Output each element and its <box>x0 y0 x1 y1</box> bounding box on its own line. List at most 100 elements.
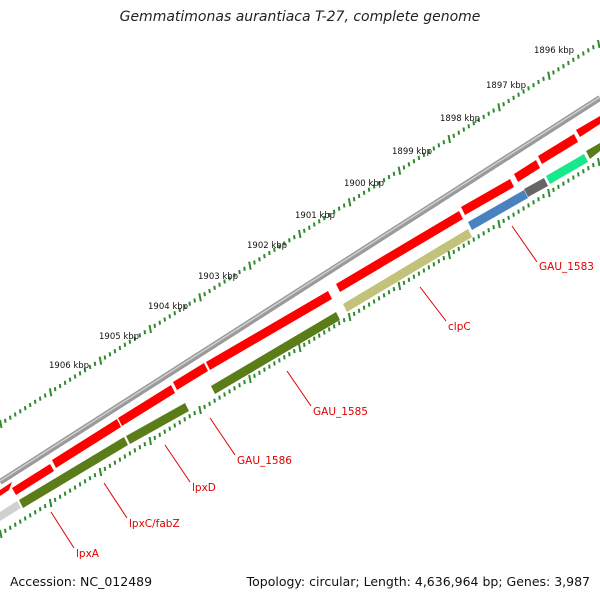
gene-label-lpxD[interactable]: lpxD <box>192 482 216 494</box>
cds-forward-arrow <box>173 363 208 390</box>
inner-ruler-tick <box>38 507 42 512</box>
ruler-tick <box>312 222 316 227</box>
gene-block-dark <box>524 178 548 197</box>
ruler-tick <box>537 79 540 85</box>
inner-ruler-tick <box>0 529 3 539</box>
ruler-tick <box>532 83 535 88</box>
gene-block-olive <box>586 143 600 159</box>
ruler-tick <box>103 355 107 360</box>
inner-ruler-tick <box>497 219 501 229</box>
ruler-tick <box>562 64 565 69</box>
inner-ruler-tick <box>188 414 191 419</box>
ruler-tick <box>58 383 62 389</box>
inner-ruler-tick <box>317 333 321 338</box>
inner-ruler-tick <box>218 395 221 400</box>
inner-ruler-tick <box>422 268 426 273</box>
ruler-tick <box>158 320 162 325</box>
inner-ruler-tick <box>228 389 231 394</box>
inner-ruler-tick <box>133 448 137 453</box>
cds-forward-arrow <box>576 116 600 137</box>
ruler-tick <box>567 60 570 66</box>
inner-ruler-tick <box>58 494 62 499</box>
inner-ruler-tick <box>537 197 540 202</box>
ruler-tick <box>382 178 386 183</box>
inner-ruler-tick <box>138 445 142 450</box>
ruler-tick <box>497 103 501 112</box>
gene-label-lpxA[interactable]: lpxA <box>76 548 100 560</box>
ruler-tick <box>467 124 471 129</box>
tick-label-1905: 1905 kbp <box>99 332 139 342</box>
inner-ruler-tick <box>53 497 57 503</box>
inner-ruler-tick <box>63 491 67 496</box>
inner-ruler-tick <box>43 503 47 509</box>
tick-label-1897: 1897 kbp <box>486 81 526 91</box>
cds-forward-arrow <box>52 419 121 468</box>
inner-ruler-tick <box>23 516 27 521</box>
ruler-tick <box>268 250 271 256</box>
leader-clpC <box>419 286 447 322</box>
inner-ruler-tick <box>253 373 256 379</box>
gene-block-teal <box>546 154 588 184</box>
ruler-tick <box>322 216 326 221</box>
inner-ruler-tick <box>93 472 97 478</box>
ruler-tick <box>397 166 402 175</box>
inner-ruler-tick <box>193 410 196 416</box>
gene-label-GAU_1583[interactable]: GAU_1583 <box>539 261 594 273</box>
ruler-tick <box>547 71 551 80</box>
inner-ruler-tick <box>307 339 311 344</box>
leader-GAU_1586 <box>209 417 236 456</box>
inner-ruler-tick <box>517 209 520 214</box>
inner-ruler-tick <box>28 513 32 518</box>
ruler-tick <box>437 143 441 148</box>
inner-ruler-tick <box>3 528 7 534</box>
inner-ruler-tick <box>153 435 157 441</box>
gene-label-clpC[interactable]: clpC <box>448 321 471 333</box>
genome-summary-text: Topology: circular; Length: 4,636,964 bp… <box>246 574 590 589</box>
inner-ruler-tick <box>243 379 246 385</box>
ruler-tick <box>317 219 321 224</box>
ruler-tick <box>118 345 122 351</box>
ruler-tick <box>457 130 461 135</box>
ruler-ticks <box>0 39 600 429</box>
inner-ruler-tick <box>332 324 336 329</box>
ruler-tick <box>3 418 7 423</box>
ruler-tick <box>138 333 142 338</box>
ruler-tick <box>78 371 82 376</box>
ruler-tick <box>527 86 530 91</box>
ruler-tick <box>253 260 256 265</box>
ruler-tick <box>143 330 147 335</box>
inner-ruler-tick <box>582 169 585 174</box>
ruler-tick <box>372 184 376 189</box>
ruler-tick <box>123 342 127 347</box>
gene-block-GAU_1586 <box>211 312 340 394</box>
accession-text: Accession: NC_012489 <box>10 574 153 589</box>
gene-block-clpC <box>343 229 472 312</box>
cds-forward-arrow <box>461 179 514 215</box>
ruler-tick <box>218 282 221 287</box>
ruler-tick <box>48 388 53 397</box>
ruler-tick <box>33 399 37 404</box>
ruler-tick <box>68 377 72 382</box>
leader-lpxD <box>164 444 191 483</box>
inner-ruler-tick <box>452 249 456 255</box>
ruler-tick <box>173 311 177 316</box>
inner-ruler-tick <box>397 281 402 291</box>
ruler-tick <box>18 409 22 414</box>
ruler-tick <box>153 323 157 328</box>
inner-ruler-tick <box>238 383 241 388</box>
gene-block-lpxC <box>126 403 189 444</box>
ruler-tick <box>332 209 336 214</box>
gene-label-GAU_1586[interactable]: GAU_1586 <box>237 455 292 467</box>
inner-ruler-tick <box>567 178 570 183</box>
inner-ruler-tick <box>367 302 371 307</box>
gene-label-lpxC-fabZ[interactable]: lpxC/fabZ <box>129 518 180 530</box>
ruler-tick <box>293 235 296 240</box>
gene-label-GAU_1585[interactable]: GAU_1585 <box>313 406 368 418</box>
ruler-tick <box>572 57 575 62</box>
inner-ruler-tick <box>143 441 147 447</box>
inner-ruler-tick <box>148 436 152 446</box>
ruler-tick <box>587 48 590 53</box>
inner-ruler-tick <box>263 367 266 372</box>
inner-ruler-tick <box>273 361 276 366</box>
inner-ruler-tick <box>562 181 565 186</box>
